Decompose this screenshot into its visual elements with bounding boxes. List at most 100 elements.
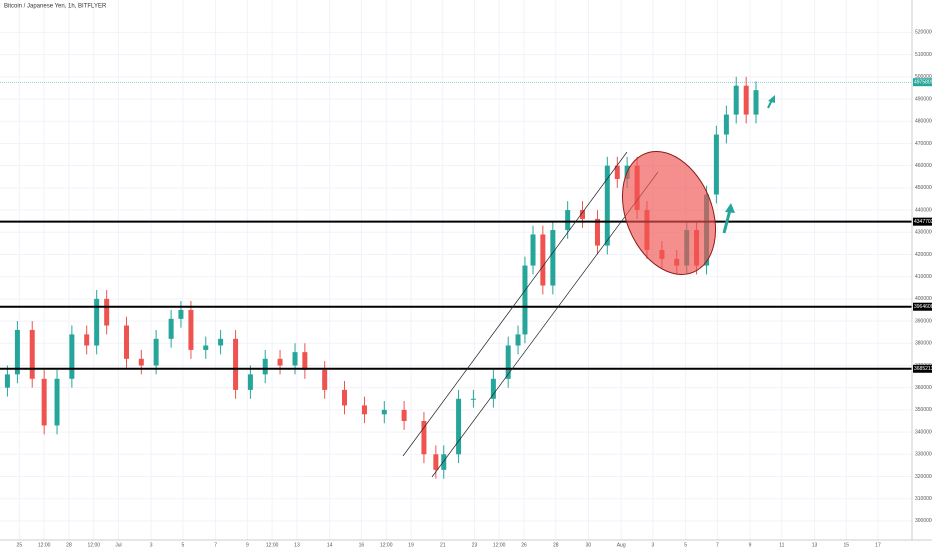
level-label-box [913,364,932,373]
level-label: 3964608 [914,304,932,310]
y-tick-label: 4500000 [915,185,932,191]
candle-body [233,338,239,390]
y-tick-label: 3100000 [915,496,932,502]
candle-body [153,338,159,366]
y-tick-label: 4400000 [915,207,932,213]
candle-body [341,389,347,406]
candle-body [123,325,129,359]
candle-body [743,85,749,115]
arrow-head [768,95,775,103]
candle-body [29,329,35,379]
x-tick-label: 12:00 [493,542,506,548]
candle-body [247,374,253,390]
level-label-box [913,217,932,226]
candle-body [515,334,521,346]
y-tick-label: 3200000 [915,474,932,480]
y-tick-label: 4300000 [915,230,932,236]
y-tick-label: 3500000 [915,407,932,413]
candle-body [41,378,47,426]
x-tick-label: 28 [553,542,559,548]
x-tick-label: 7 [716,542,719,548]
axes: 3000000310000032000003300000340000035000… [17,30,932,548]
candle-body [4,374,10,388]
x-tick-label: 5 [181,542,184,548]
x-tick-label: 7 [214,542,217,548]
x-tick-label: 12:00 [38,542,51,548]
y-tick-label: 4600000 [915,163,932,169]
x-tick-label: 13 [294,542,300,548]
candle-body [218,338,224,346]
candle-body [550,230,556,286]
candle-body [302,352,308,370]
candle-body [292,352,298,366]
y-tick-label: 4200000 [915,252,932,258]
candle-body [54,378,60,426]
candle-body [604,165,610,246]
y-tick-label: 5200000 [915,30,932,36]
candle-body [381,409,387,415]
candle-body [522,265,528,335]
arrow [722,209,732,234]
highlight-ellipse [621,151,717,275]
x-tick-label: 25 [17,542,23,548]
y-tick-label: 3900000 [915,318,932,324]
candle-body [456,398,462,455]
x-tick-label: 23 [472,542,478,548]
y-tick-label: 5100000 [915,52,932,58]
x-tick-label: 12:00 [266,542,279,548]
candle-body [421,420,427,455]
y-tick-label: 4100000 [915,274,932,280]
x-tick-label: 12:00 [380,542,393,548]
y-tick-label: 3800000 [915,341,932,347]
candle-body [168,318,174,339]
candle-body [203,345,209,350]
candle-body [69,334,75,379]
x-tick-label: 26 [521,542,527,548]
y-tick-label: 4000000 [915,296,932,302]
level-label: 4347702 [914,219,932,225]
x-tick-label: 15 [843,542,849,548]
x-tick-label: Jul [115,542,121,548]
x-tick-label: 21 [440,542,446,548]
channel-line [402,151,628,457]
level-label-box [913,302,932,311]
candle-body [441,454,447,470]
candle-body [178,309,184,319]
candle-body [94,298,100,346]
candle-body [594,218,600,246]
x-tick-label: 17 [875,542,881,548]
chart-title: Bitcoin / Japanese Yen, 1h, BITFLYER [4,4,107,10]
candle-body [733,85,739,115]
candle-body [470,398,476,400]
drawings [402,95,775,478]
candle-body [138,358,144,366]
x-tick-label: 9 [246,542,249,548]
level-label: 3685213 [914,366,932,372]
candle-body [262,358,268,375]
y-tick-label: 3300000 [915,452,932,458]
candle-body [723,114,729,135]
x-tick-label: 11 [779,542,784,548]
candle-body [579,210,585,219]
x-tick-label: 16 [359,542,365,548]
candle-body [713,134,719,195]
y-tick-label: 3400000 [915,429,932,435]
y-tick-label: 4700000 [915,141,932,147]
candle-body [614,165,620,179]
candle-body [322,369,328,390]
candle-body [540,234,546,286]
candle-body [188,309,194,350]
candle-body [84,334,90,346]
x-tick-label: 3 [150,542,153,548]
last-price-label: 4975809 [914,80,932,86]
arrow-head [725,203,735,213]
candle-body [14,329,20,375]
candle-body [433,454,439,470]
x-tick-label: 13 [812,542,818,548]
x-tick-label: 30 [586,542,592,548]
y-tick-label: 4800000 [915,119,932,125]
candle-body [401,409,407,421]
x-tick-label: 5 [684,542,687,548]
candle-body [104,298,110,326]
